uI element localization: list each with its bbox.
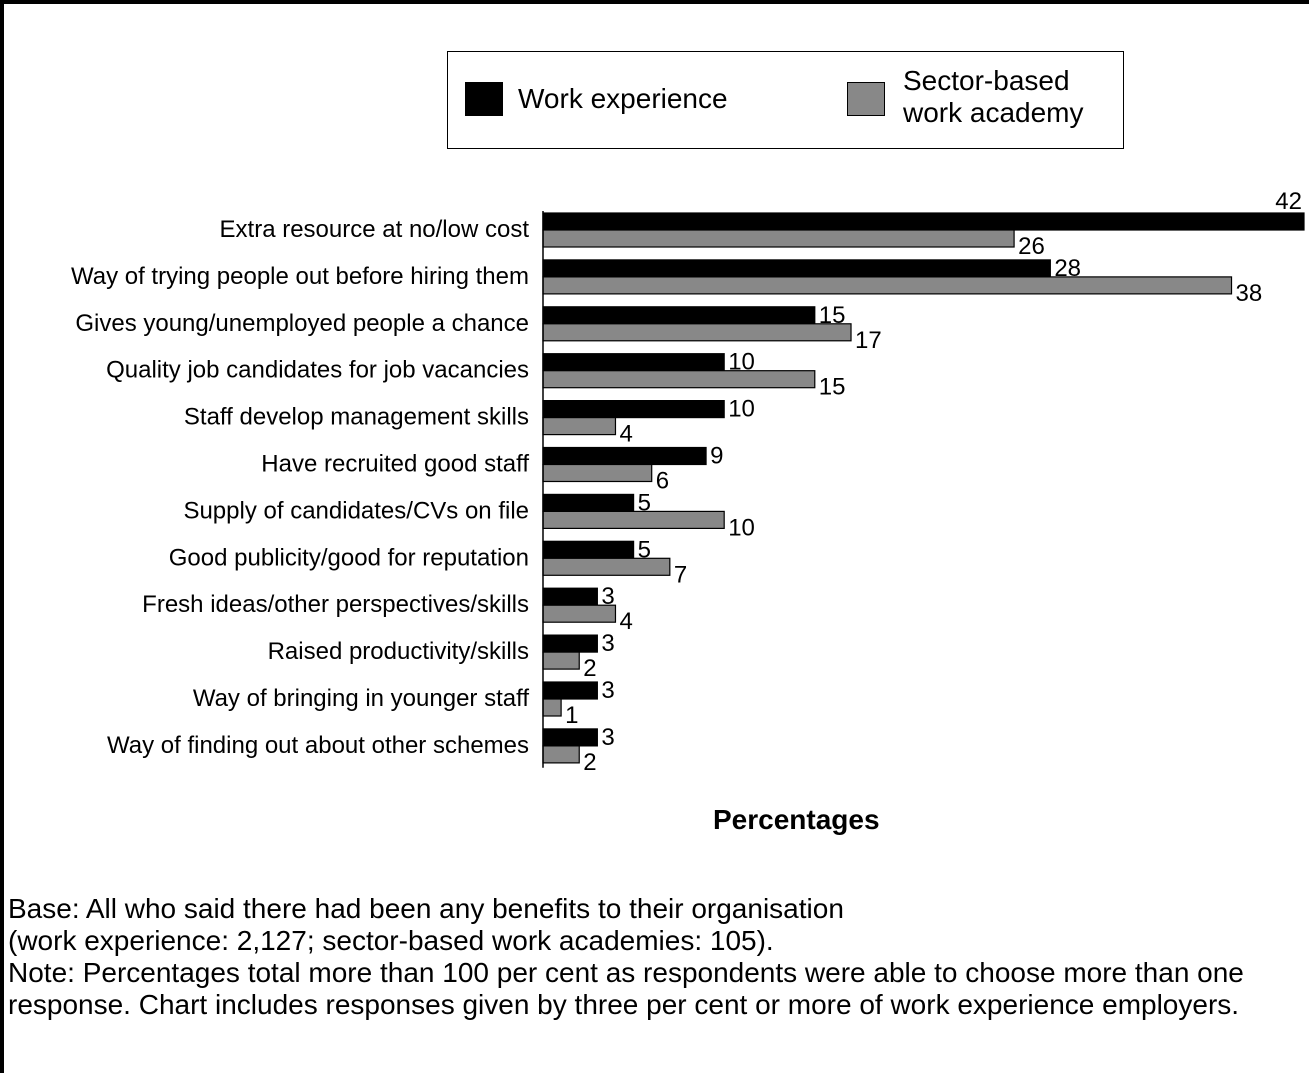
value-label-work-experience: 3: [601, 677, 614, 704]
legend-label-work-experience: Work experience: [518, 83, 728, 114]
value-label-sector-academy: 15: [819, 374, 846, 401]
bar-work-experience: [542, 587, 598, 606]
value-label-sector-academy: 7: [674, 561, 687, 588]
value-label-work-experience: 5: [638, 489, 651, 516]
bar-work-experience: [542, 493, 635, 512]
bar-sector-academy: [542, 229, 1015, 248]
value-label-work-experience: 3: [601, 724, 614, 751]
bar-sector-academy: [542, 463, 653, 483]
bar-sector-academy: [542, 370, 816, 389]
category-label: Way of bringing in younger staff: [193, 685, 530, 712]
value-label-sector-academy: 2: [583, 655, 596, 682]
bar-sector-academy: [542, 557, 671, 576]
legend-swatch-work-experience: [465, 82, 503, 116]
legend-label-sector-academy: Sector-based work academy: [903, 65, 1084, 128]
category-label: Good publicity/good for reputation: [169, 544, 529, 571]
category-label: Fresh ideas/other perspectives/skills: [142, 591, 529, 618]
category-label: Raised productivity/skills: [268, 638, 529, 665]
value-label-sector-academy: 4: [619, 608, 632, 635]
category-label: Have recruited good staff: [261, 451, 529, 478]
bar-work-experience: [542, 259, 1051, 278]
value-label-work-experience: 3: [601, 583, 614, 610]
chart-notes: Base: All who said there had been any be…: [8, 893, 1298, 1021]
bar-work-experience: [542, 634, 598, 653]
value-label-work-experience: 5: [638, 536, 651, 563]
category-label: Extra resource at no/low cost: [220, 216, 530, 243]
bar-sector-academy: [542, 698, 562, 717]
value-label-work-experience: 3: [601, 630, 614, 657]
category-label: Way of trying people out before hiring t…: [71, 263, 529, 290]
bar-sector-academy: [542, 417, 617, 436]
bar-work-experience: [542, 400, 725, 419]
bar-sector-academy: [542, 276, 1233, 295]
bar-sector-academy: [542, 323, 852, 342]
category-label: Supply of candidates/CVs on file: [183, 497, 529, 524]
value-label-sector-academy: 38: [1236, 280, 1263, 307]
value-label-work-experience: 42: [1275, 188, 1302, 215]
value-label-sector-academy: 6: [656, 468, 669, 495]
bar-sector-academy: [542, 745, 580, 764]
category-label: Quality job candidates for job vacancies: [106, 357, 529, 384]
legend: Work experience Sector-based work academ…: [447, 51, 1124, 149]
bar-work-experience: [542, 353, 725, 372]
bar-work-experience: [542, 540, 635, 559]
bar-work-experience: [542, 446, 707, 466]
bar-sector-academy: [542, 604, 617, 623]
bar-work-experience: [542, 212, 1305, 231]
category-label: Staff develop management skills: [184, 404, 529, 431]
bar-work-experience: [542, 681, 598, 700]
value-label-work-experience: 10: [728, 396, 755, 423]
legend-swatch-sector-academy: [847, 82, 885, 116]
value-label-sector-academy: 2: [583, 749, 596, 776]
category-label: Way of finding out about other schemes: [107, 732, 529, 759]
value-label-sector-academy: 4: [619, 421, 632, 448]
x-axis-title: Percentages: [713, 804, 880, 835]
bar-work-experience: [542, 728, 598, 747]
value-label-sector-academy: 10: [728, 514, 755, 541]
category-label: Gives young/unemployed people a chance: [75, 310, 529, 337]
bar-sector-academy: [542, 510, 725, 529]
bar-sector-academy: [542, 651, 580, 670]
base-note-line-2: (work experience: 2,127; sector-based wo…: [8, 925, 774, 956]
value-label-work-experience: 9: [710, 443, 723, 470]
bar-work-experience: [542, 306, 816, 325]
percentages-note: Note: Percentages total more than 100 pe…: [8, 957, 1244, 1020]
value-label-sector-academy: 17: [855, 327, 882, 354]
base-note-line-1: Base: All who said there had been any be…: [8, 893, 844, 924]
value-label-sector-academy: 1: [565, 702, 578, 729]
value-label-sector-academy: 26: [1018, 233, 1045, 260]
